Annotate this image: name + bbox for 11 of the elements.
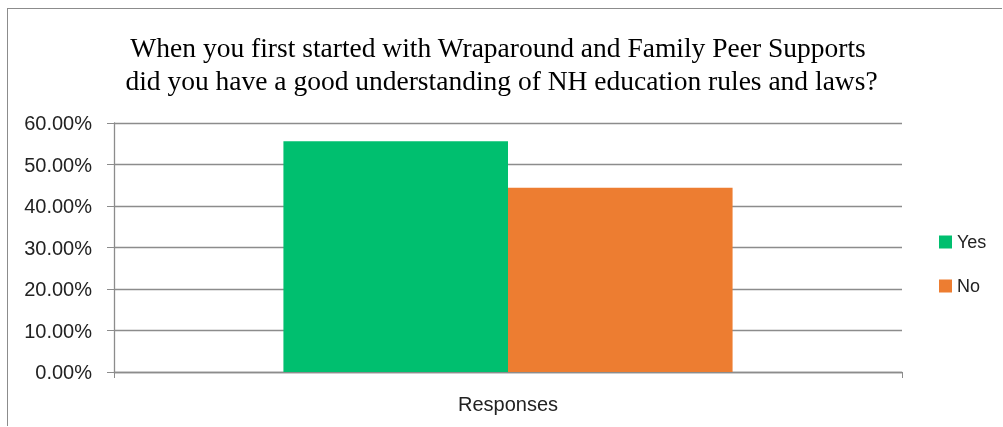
y-tick-label: 60.00% bbox=[24, 112, 93, 134]
legend-label: Yes bbox=[957, 232, 987, 252]
legend-label: No bbox=[957, 276, 981, 296]
y-tick-label: 10.00% bbox=[24, 319, 93, 342]
chart-title: When you first started with Wraparound and Family Peer Supports did you have a good understanding of NH education rules and laws? bbox=[125, 32, 878, 96]
y-tick-label: 20.00% bbox=[24, 278, 93, 300]
y-tick-label: 30.00% bbox=[24, 236, 93, 259]
y-tick-label: 50.00% bbox=[24, 153, 93, 176]
y-tick-label: 40.00% bbox=[24, 195, 93, 217]
x-tick-label: Responses bbox=[457, 393, 559, 415]
y-tick-label: 0.00% bbox=[35, 361, 93, 383]
